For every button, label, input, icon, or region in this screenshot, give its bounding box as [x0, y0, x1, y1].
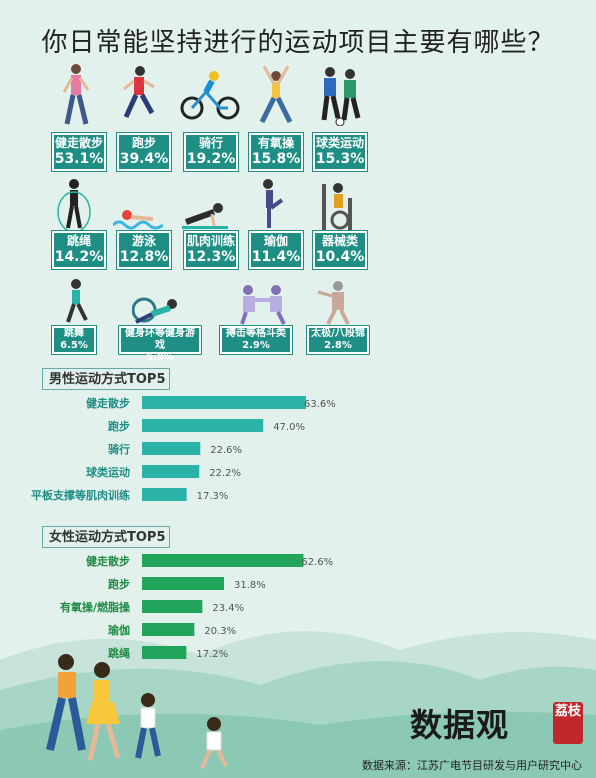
activity-label: 肌肉训练 12.3%	[184, 231, 238, 269]
soccer-players-icon	[321, 67, 361, 126]
male-bar	[142, 488, 187, 501]
male-bar	[142, 465, 200, 478]
activity-label: 搏击等格斗类 2.9%	[220, 326, 292, 354]
male-value-label: 22.2%	[209, 468, 241, 479]
swimmer-icon	[113, 210, 163, 230]
activity-label: 跳舞 6.5%	[52, 326, 96, 354]
female-category-label: 健走散步	[86, 554, 130, 568]
male-value-label: 17.3%	[197, 491, 229, 502]
female-value-label: 31.8%	[234, 580, 266, 591]
male-value-label: 22.6%	[210, 445, 242, 456]
activity-label: 跑步 39.4%	[117, 133, 171, 171]
female-value-label: 23.4%	[212, 603, 244, 614]
male-category-label: 骑行	[108, 442, 130, 456]
female-bar-chart: 健走散步 62.6% 跑步 31.8% 有氧操/燃脂操 23.4% 瑜伽 20.3% 跳绳 17.…	[60, 554, 333, 660]
male-bar-chart: 健走散步 63.6% 跑步 47.0% 骑行 22.6% 球类运动 22.2% 平板支撑等肌肉训…	[31, 396, 336, 502]
male-value-label: 63.6%	[304, 399, 336, 410]
aerobics-person-icon	[259, 65, 293, 124]
activity-label: 瑜伽 11.4%	[249, 231, 303, 269]
female-bar	[142, 577, 224, 590]
activity-label: 太极/八段锦 2.8%	[307, 326, 369, 354]
data-source: 数据来源：江苏广电节目研发与用户研究中心	[362, 759, 582, 772]
female-chart-title: 女性运动方式TOP5	[42, 526, 170, 548]
male-bar	[142, 442, 201, 455]
brand-logo: 数据观	[410, 706, 510, 744]
female-bar	[142, 623, 195, 636]
male-value-label: 47.0%	[273, 422, 305, 433]
activity-label: 游泳 12.8%	[117, 231, 171, 269]
brand-seal: 荔枝	[553, 702, 583, 744]
female-bar	[142, 646, 187, 659]
page-title: 你日常能坚持进行的运动项目主要有哪些？	[41, 28, 555, 58]
female-category-label: 跑步	[108, 577, 130, 591]
female-value-label: 20.3%	[204, 626, 236, 637]
activity-label: 健身环等健身游戏 5.8%	[119, 326, 201, 363]
male-chart-title: 男性运动方式TOP5	[42, 368, 170, 390]
tai-chi-icon	[317, 281, 350, 325]
female-bar	[142, 600, 203, 613]
cyclist-icon	[180, 71, 240, 120]
male-category-label: 跑步	[108, 419, 130, 433]
martial-arts-icon	[240, 285, 286, 325]
jump-rope-icon	[57, 179, 91, 233]
female-bar	[142, 554, 304, 567]
plank-icon	[182, 203, 228, 229]
male-bar	[142, 396, 306, 409]
walking-person-icon	[62, 64, 90, 125]
yoga-icon	[258, 179, 284, 234]
activity-label: 器械类 10.4%	[313, 231, 367, 269]
activity-label: 跳绳 14.2%	[52, 231, 106, 269]
activity-label: 球类运动 15.3%	[313, 133, 367, 171]
female-category-label: 有氧操/燃脂操	[60, 600, 131, 614]
exercise-machine-icon	[322, 183, 352, 230]
activity-label: 骑行 19.2%	[184, 133, 238, 171]
male-category-label: 平板支撑等肌肉训练	[31, 488, 130, 502]
male-category-label: 球类运动	[86, 465, 130, 479]
activity-label: 健走散步 53.1%	[52, 133, 106, 171]
hills-background	[0, 631, 596, 778]
female-category-label: 跳绳	[108, 646, 130, 660]
activity-label: 有氧操 15.8%	[249, 133, 303, 171]
runner-icon	[123, 66, 155, 119]
male-category-label: 健走散步	[86, 396, 130, 410]
female-value-label: 17.2%	[196, 649, 228, 660]
male-bar	[142, 419, 264, 432]
female-category-label: 瑜伽	[108, 623, 130, 637]
fitness-ring-icon	[132, 297, 177, 324]
family-runners-illustration	[46, 654, 228, 769]
dancer-icon	[66, 279, 88, 323]
female-value-label: 62.6%	[301, 557, 333, 568]
